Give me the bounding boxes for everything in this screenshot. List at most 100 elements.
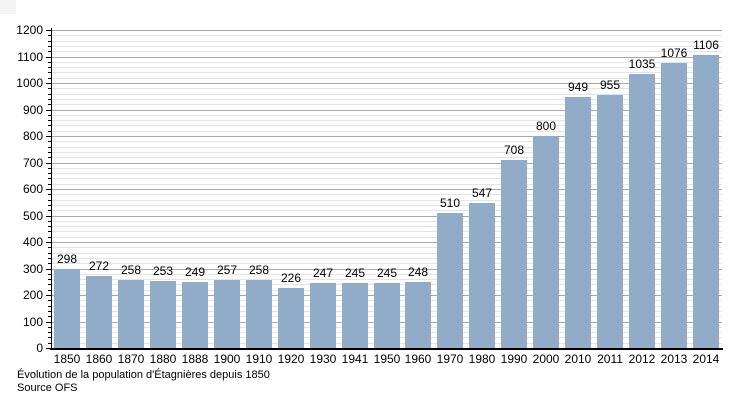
y-minor-tick <box>48 173 51 174</box>
bar-2014 <box>693 55 719 348</box>
x-tick-label-1950: 1950 <box>373 352 401 366</box>
y-minor-tick <box>48 337 51 338</box>
y-minor-tick <box>48 35 51 36</box>
bar-1920 <box>278 288 304 348</box>
bar-1930 <box>310 283 336 348</box>
x-tick-label-1980: 1980 <box>468 352 496 366</box>
y-minor-tick <box>48 306 51 307</box>
bar-value-label-1920: 226 <box>280 271 302 285</box>
x-axis-line <box>50 348 723 350</box>
x-tick-label-1900: 1900 <box>213 352 241 366</box>
chart-caption: Évolution de la population d'Étagnières … <box>17 369 270 395</box>
y-minor-tick <box>48 168 51 169</box>
y-minor-tick <box>48 125 51 126</box>
chart-title: Évolution de la population d'Étagnières … <box>17 369 270 381</box>
y-minor-tick <box>48 104 51 105</box>
y-tick-label: 1000 <box>16 76 43 90</box>
y-minor-tick <box>48 147 51 148</box>
y-minor-tick <box>48 141 51 142</box>
bar-value-label-1888: 249 <box>184 265 206 279</box>
y-minor-tick <box>48 263 51 264</box>
minor-gridline <box>52 35 722 36</box>
y-tick-label: 900 <box>22 103 43 117</box>
x-tick-label-1930: 1930 <box>309 352 337 366</box>
y-minor-tick <box>48 343 51 344</box>
y-minor-tick <box>48 41 51 42</box>
x-tick-label-1990: 1990 <box>500 352 528 366</box>
bar-1970 <box>437 213 463 348</box>
y-minor-tick <box>48 67 51 68</box>
major-gridline <box>52 30 722 31</box>
bar-1950 <box>374 283 400 348</box>
bar-2012 <box>629 74 655 348</box>
y-minor-tick <box>48 78 51 79</box>
minor-gridline <box>52 41 722 42</box>
bar-1960 <box>405 282 431 348</box>
y-minor-tick <box>48 152 51 153</box>
y-minor-tick <box>48 226 51 227</box>
y-minor-tick <box>48 221 51 222</box>
y-minor-tick <box>48 210 51 211</box>
bar-value-label-1930: 247 <box>312 266 334 280</box>
bar-2011 <box>597 95 623 348</box>
bar-value-label-2012: 1035 <box>628 57 656 71</box>
y-minor-tick <box>48 290 51 291</box>
bar-value-label-1960: 248 <box>407 265 429 279</box>
y-major-tick <box>46 348 51 349</box>
y-major-tick <box>46 30 51 31</box>
y-minor-tick <box>48 99 51 100</box>
bar-value-label-1950: 245 <box>376 266 398 280</box>
y-minor-tick <box>48 311 51 312</box>
y-minor-tick <box>48 178 51 179</box>
bar-1880 <box>150 281 176 348</box>
bar-1860 <box>86 276 112 348</box>
y-minor-tick <box>48 279 51 280</box>
y-tick-label: 200 <box>22 288 43 302</box>
y-major-tick <box>46 136 51 137</box>
bar-2013 <box>661 63 687 348</box>
y-minor-tick <box>48 120 51 121</box>
y-tick-label: 1100 <box>17 50 43 64</box>
y-major-tick <box>46 216 51 217</box>
bar-value-label-1870: 258 <box>120 263 142 277</box>
bar-value-label-1990: 708 <box>503 143 525 157</box>
y-minor-tick <box>48 253 51 254</box>
y-minor-tick <box>48 237 51 238</box>
y-minor-tick <box>48 88 51 89</box>
bar-1910 <box>246 280 272 348</box>
y-tick-label: 1200 <box>16 23 43 37</box>
x-tick-label-2010: 2010 <box>564 352 592 366</box>
y-major-tick <box>46 83 51 84</box>
y-minor-tick <box>48 231 51 232</box>
bar-value-label-1850: 298 <box>56 252 78 266</box>
y-major-tick <box>46 110 51 111</box>
bar-value-label-1980: 547 <box>471 186 493 200</box>
bar-2010 <box>565 97 591 348</box>
y-minor-tick <box>48 205 51 206</box>
y-minor-tick <box>48 200 51 201</box>
y-minor-tick <box>48 300 51 301</box>
y-tick-label: 400 <box>22 235 43 249</box>
bar-value-label-2013: 1076 <box>660 46 688 60</box>
bar-1900 <box>214 280 240 348</box>
y-minor-tick <box>48 274 51 275</box>
x-tick-label-2014: 2014 <box>692 352 720 366</box>
chart-source: Source OFS <box>17 382 78 394</box>
y-minor-tick <box>48 72 51 73</box>
x-tick-label-1910: 1910 <box>245 352 273 366</box>
x-tick-label-1888: 1888 <box>181 352 209 366</box>
minor-gridline <box>52 72 722 73</box>
y-minor-tick <box>48 316 51 317</box>
bar-1980 <box>469 203 495 348</box>
y-minor-tick <box>48 46 51 47</box>
corner-artifact <box>0 0 16 14</box>
bar-value-label-2000: 800 <box>535 119 557 133</box>
x-tick-label-2011: 2011 <box>597 352 623 366</box>
y-minor-tick <box>48 184 51 185</box>
bar-1870 <box>118 280 144 348</box>
y-tick-label: 100 <box>22 315 43 329</box>
x-tick-label-1860: 1860 <box>85 352 113 366</box>
bar-1941 <box>342 283 368 348</box>
bar-1888 <box>182 282 208 348</box>
